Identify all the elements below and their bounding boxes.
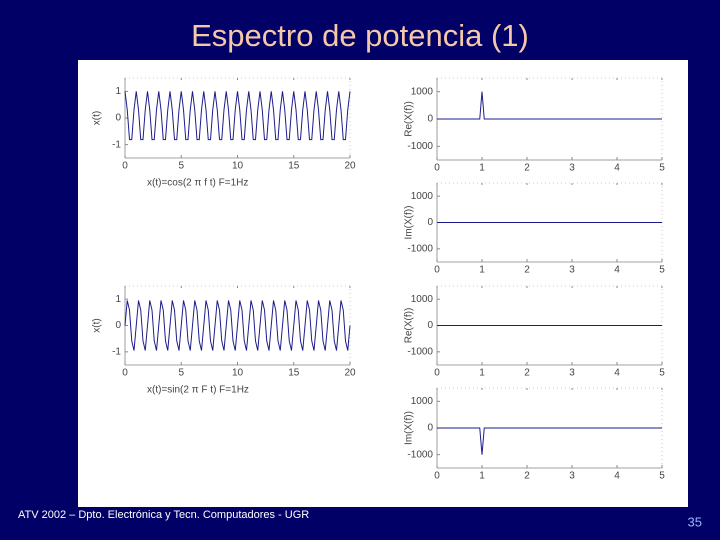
x-tick-label: 1	[479, 368, 485, 379]
y-tick-label: -1000	[407, 449, 433, 460]
y-tick-label: 1000	[411, 396, 434, 407]
y-tick-label: 1000	[411, 86, 434, 97]
y-tick-label: 1	[115, 294, 121, 305]
x-tick-label: 5	[178, 368, 184, 379]
x-tick-label: 4	[614, 265, 620, 276]
x-tick-label: 15	[288, 368, 300, 379]
x-tick-label: 4	[614, 471, 620, 482]
y-axis-label: x(t)	[92, 111, 103, 125]
x-tick-label: 5	[659, 163, 665, 174]
footer: ATV 2002 – Dpto. Electrónica y Tecn. Com…	[18, 509, 309, 521]
y-tick-label: -1000	[407, 141, 433, 152]
x-tick-label: 4	[614, 163, 620, 174]
x-tick-label: 2	[524, 265, 530, 276]
x-tick-label: 15	[288, 161, 300, 172]
x-tick-label: 5	[178, 161, 184, 172]
signal-line	[124, 300, 351, 351]
y-tick-label: 0	[115, 113, 121, 124]
signal-line	[437, 91, 662, 120]
figure-panel	[78, 60, 688, 507]
x-tick-label: 20	[344, 161, 356, 172]
signal-line	[437, 427, 662, 455]
y-tick-label: -1	[112, 139, 121, 150]
x-tick-label: 0	[122, 368, 128, 379]
y-tick-label: 0	[427, 114, 433, 125]
x-tick-label: 0	[434, 368, 440, 379]
y-tick-label: 0	[427, 423, 433, 434]
x-tick-label: 3	[569, 368, 575, 379]
x-tick-label: 2	[524, 163, 530, 174]
x-tick-label: 1	[479, 163, 485, 174]
y-axis-label: Re(X(f))	[404, 308, 415, 344]
x-tick-label: 5	[659, 368, 665, 379]
x-tick-label: 0	[122, 161, 128, 172]
x-tick-label: 1	[479, 471, 485, 482]
x-tick-label: 1	[479, 265, 485, 276]
y-tick-label: 1	[115, 86, 121, 97]
x-tick-label: 10	[232, 368, 244, 379]
y-axis-label: Im(X(f))	[404, 411, 415, 445]
y-axis-label: Im(X(f))	[404, 206, 415, 240]
x-tick-label: 0	[434, 471, 440, 482]
y-axis-label: x(t)	[92, 318, 103, 332]
y-tick-label: -1000	[407, 346, 433, 357]
x-tick-label: 0	[434, 265, 440, 276]
y-tick-label: -1	[112, 346, 121, 357]
y-axis-label: Re(X(f))	[404, 101, 415, 137]
y-tick-label: -1000	[407, 243, 433, 254]
slide-title: Espectro de potencia (1)	[191, 18, 529, 53]
x-tick-label: 5	[659, 265, 665, 276]
x-tick-label: 2	[524, 471, 530, 482]
x-axis-label: x(t)=sin(2 π F t) F=1Hz	[147, 385, 249, 396]
x-tick-label: 3	[569, 471, 575, 482]
x-tick-label: 4	[614, 368, 620, 379]
x-tick-label: 3	[569, 265, 575, 276]
x-axis-label: x(t)=cos(2 π f t) F=1Hz	[147, 178, 248, 189]
signal-line	[124, 91, 351, 141]
y-tick-label: 0	[115, 320, 121, 331]
x-tick-label: 2	[524, 368, 530, 379]
page-number: 35	[688, 514, 702, 529]
x-tick-label: 3	[569, 163, 575, 174]
x-tick-label: 20	[344, 368, 356, 379]
y-tick-label: 1000	[411, 294, 434, 305]
y-tick-label: 0	[427, 320, 433, 331]
y-tick-label: 0	[427, 217, 433, 228]
y-tick-label: 1000	[411, 191, 434, 202]
x-tick-label: 0	[434, 163, 440, 174]
x-tick-label: 5	[659, 471, 665, 482]
x-tick-label: 10	[232, 161, 244, 172]
